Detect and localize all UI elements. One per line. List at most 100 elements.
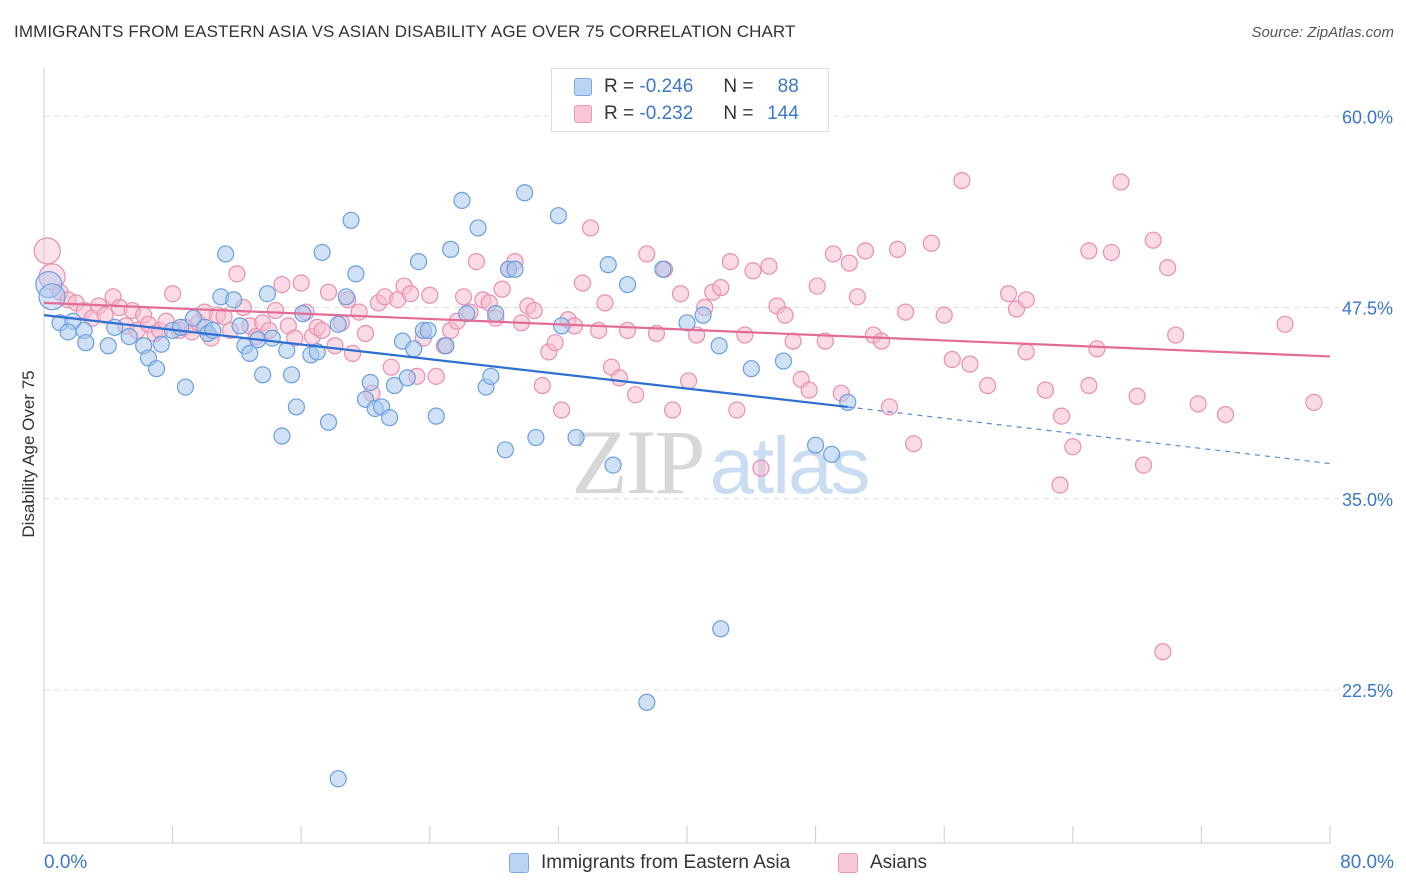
eastern-asia-point — [618, 275, 637, 294]
asians-point — [712, 279, 730, 297]
asians-point — [344, 344, 362, 362]
eastern-asia-point — [337, 288, 355, 306]
asians-point — [319, 283, 338, 301]
asians-point — [935, 306, 953, 324]
asians-point — [943, 350, 961, 369]
eastern-asia-point — [549, 207, 568, 225]
asians-point — [382, 358, 400, 376]
eastern-asia-point — [469, 219, 487, 237]
legend-item-eastern-asia[interactable]: Immigrants from Eastern Asia — [509, 852, 790, 874]
asians-point — [1128, 387, 1146, 405]
asians-point — [1159, 259, 1177, 277]
asians-point — [905, 435, 923, 453]
asians-point — [922, 234, 940, 252]
n-value-series1: 88 — [777, 76, 799, 97]
asians-point — [228, 265, 246, 283]
eastern-asia-point — [409, 253, 428, 271]
eastern-asia-point — [381, 409, 399, 427]
eastern-asia-point — [487, 305, 505, 323]
asians-trend-line — [43, 301, 1331, 358]
eastern-asia-point — [147, 360, 166, 378]
asians-point — [610, 369, 629, 387]
eastern-asia-point — [678, 314, 696, 332]
asians-point — [273, 275, 291, 294]
n-label: N = — [723, 103, 754, 124]
eastern-asia-point — [120, 327, 138, 346]
asians-point — [326, 337, 344, 355]
asians-point — [744, 262, 762, 280]
asians-point — [872, 332, 891, 350]
asians-point — [680, 372, 698, 390]
n-label: N = — [723, 76, 754, 97]
eastern-asia-point — [319, 413, 338, 431]
asians-point — [1036, 381, 1055, 399]
asians-point — [1112, 173, 1130, 191]
asians-point — [421, 286, 439, 304]
r-label: R = — [604, 76, 635, 97]
asians-point — [1088, 340, 1106, 358]
asians-point — [880, 398, 899, 416]
asians-point — [401, 285, 420, 303]
asians-point — [1017, 343, 1035, 361]
eastern-asia-point — [361, 373, 379, 392]
eastern-asia-point — [453, 191, 471, 209]
asians-point — [961, 355, 979, 373]
eastern-asia-point — [59, 323, 77, 341]
asians-point — [573, 274, 592, 292]
eastern-asia-point — [38, 283, 66, 311]
eastern-asia-point — [806, 436, 825, 454]
legend-label-eastern-asia: Immigrants from Eastern Asia — [541, 852, 791, 873]
eastern-asia-point — [176, 378, 195, 396]
asians-point — [776, 306, 794, 324]
asians-point — [626, 386, 645, 404]
eastern-asia-point — [506, 260, 524, 278]
legend-swatch-blue — [509, 853, 529, 873]
asians-point — [1144, 231, 1162, 249]
eastern-asia-point — [241, 344, 259, 362]
legend-row-series1: R = -0.246 N = 88 — [574, 75, 799, 99]
eastern-asia-trend-line — [43, 314, 848, 409]
asians-point — [736, 326, 754, 344]
eastern-asia-point — [419, 321, 437, 340]
asians-point — [581, 219, 600, 237]
asians-point — [800, 381, 818, 399]
eastern-asia-point — [278, 341, 296, 359]
asians-point — [1102, 243, 1120, 262]
asians-point — [1080, 242, 1098, 260]
r-value-series2: -0.232 — [639, 103, 694, 124]
asians-point — [1189, 395, 1207, 413]
asians-point — [313, 321, 331, 340]
asians-point — [638, 245, 656, 263]
eastern-asia-point — [638, 693, 656, 711]
asians-point — [752, 459, 770, 477]
asians-point — [467, 253, 486, 271]
eastern-asia-point — [225, 291, 243, 309]
eastern-asia-point — [231, 317, 249, 335]
watermark: ZIPatlas — [572, 411, 869, 513]
asians-point — [856, 242, 875, 260]
eastern-asia-point — [694, 306, 712, 324]
eastern-asia-point — [152, 335, 170, 353]
eastern-asia-point — [329, 770, 347, 788]
asians-point — [215, 308, 233, 326]
x-tick-min: 0.0% — [44, 852, 88, 873]
asians-point — [897, 303, 915, 321]
eastern-asia-point — [774, 352, 793, 370]
legend-item-asians[interactable]: Asians — [838, 852, 927, 874]
eastern-asia-point — [263, 329, 281, 347]
eastern-asia-point — [385, 376, 404, 395]
asians-point — [1167, 326, 1185, 344]
eastern-asia-point — [254, 366, 272, 384]
asians-point — [1216, 406, 1235, 424]
asians-point — [454, 288, 473, 306]
stats-legend: R = -0.246 N = 88 R = -0.232 N = 144 — [551, 68, 829, 132]
asians-point — [266, 301, 285, 320]
y-tick-label: 35.0% — [1342, 490, 1393, 510]
x-tick-max: 80.0% — [1340, 852, 1394, 873]
eastern-asia-point — [99, 337, 117, 355]
asians-point — [525, 301, 543, 320]
eastern-asia-point — [398, 369, 416, 387]
legend-swatch-pink — [574, 105, 592, 123]
y-tick-label: 22.5% — [1342, 681, 1393, 701]
